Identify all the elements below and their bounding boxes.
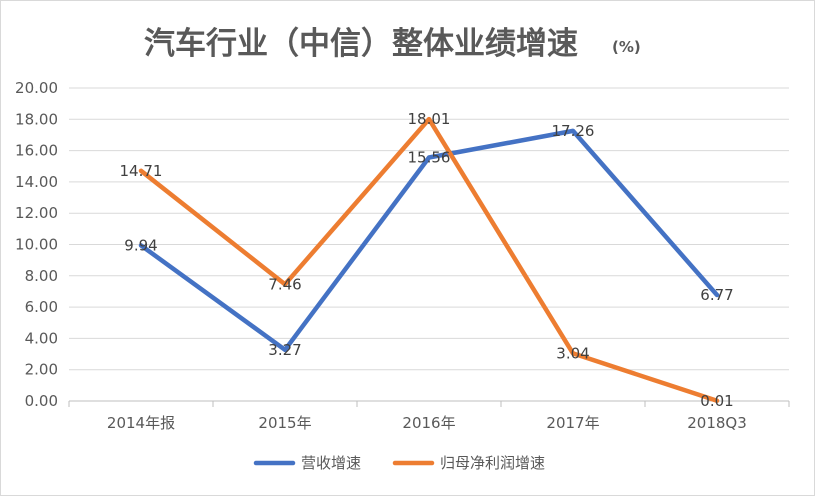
x-tick-label: 2018Q3 (687, 414, 747, 432)
y-tick-label: 2.00 (25, 361, 58, 379)
data-label: 0.01 (700, 392, 733, 410)
data-label: 9.94 (124, 236, 157, 254)
legend-label: 营收增速 (301, 454, 361, 472)
y-tick-label: 16.00 (15, 142, 58, 160)
y-tick-label: 0.00 (25, 392, 58, 410)
y-tick-label: 18.00 (15, 110, 58, 128)
x-tick-label: 2015年 (258, 414, 311, 432)
chart-title-unit: (%) (612, 38, 641, 56)
y-tick-label: 10.00 (15, 236, 58, 254)
chart-title-group: 汽车行业（中信）整体业绩增速 (%) (144, 26, 641, 62)
series-line-0 (138, 128, 720, 353)
x-tick-label: 2016年 (402, 414, 455, 432)
data-label: 15.56 (408, 148, 451, 166)
data-label: 3.27 (268, 341, 301, 359)
data-label: 17.26 (552, 122, 595, 140)
x-tick-label: 2017年 (546, 414, 599, 432)
data-labels: 9.94 3.27 15.56 17.26 6.77 14.71 7.46 18.01 3.04… (120, 110, 734, 410)
data-label: 18.01 (408, 110, 451, 128)
data-label: 7.46 (268, 275, 301, 293)
gridlines (69, 87, 789, 371)
series-line-1 (138, 116, 720, 404)
x-axis: 2014年报 2015年 2016年 2017年 2018Q3 (68, 400, 790, 432)
y-tick-label: 12.00 (15, 204, 58, 222)
y-tick-label: 8.00 (25, 267, 58, 285)
chart-title: 汽车行业（中信）整体业绩增速 (144, 26, 578, 62)
y-tick-label: 6.00 (25, 298, 58, 316)
y-tick-label: 20.00 (15, 79, 58, 97)
data-label: 3.04 (556, 344, 589, 362)
legend-label: 归母净利润增速 (440, 454, 545, 472)
y-tick-label: 4.00 (25, 329, 58, 347)
y-tick-label: 14.00 (15, 173, 58, 191)
y-axis: 0.00 2.00 4.00 6.00 8.00 10.00 12.00 14.00 16.00… (15, 79, 58, 410)
data-label: 6.77 (700, 286, 733, 304)
data-label: 14.71 (120, 162, 163, 180)
legend: 营收增速 归母净利润增速 (253, 454, 545, 472)
series-group (138, 116, 720, 404)
x-tick-label: 2014年报 (107, 414, 175, 432)
